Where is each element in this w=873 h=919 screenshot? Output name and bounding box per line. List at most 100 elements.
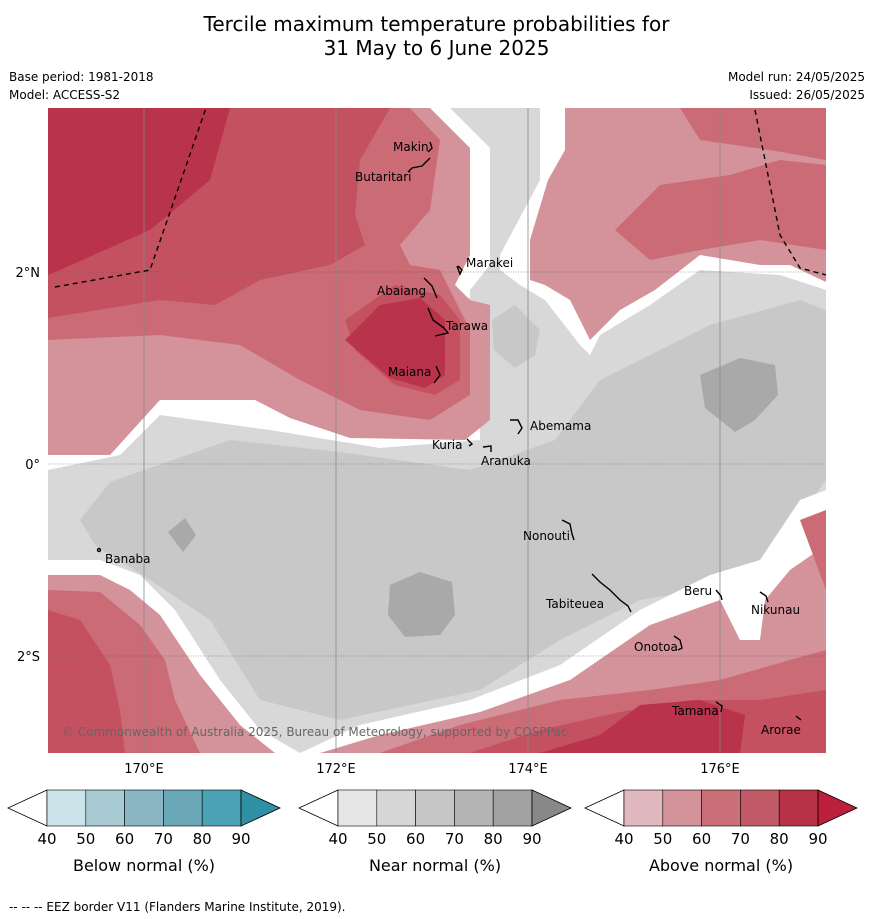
colorbar-segment [701, 789, 741, 827]
eez-footnote: -- -- -- EEZ border V11 (Flanders Marine… [9, 900, 346, 914]
colorbar-segment [124, 789, 164, 827]
label-nikunau: Nikunau [751, 603, 800, 617]
colorbar-segment [337, 789, 378, 827]
lon-label-172e: 172°E [316, 762, 356, 777]
colorbar-extend-low [7, 789, 48, 827]
lon-label-170e: 170°E [124, 762, 164, 777]
island-nikunau [759, 591, 769, 603]
label-beru: Beru [684, 584, 712, 598]
near-normal-zone-60-south [388, 572, 455, 637]
colorbar-near-normal: Near normal (%) 40 50 60 70 80 90 [298, 789, 572, 875]
near-normal-zone-60-west [168, 518, 196, 552]
lat-label-2s: 2°S [17, 650, 40, 665]
colorbar-segment [46, 789, 87, 827]
meta-left: Base period: 1981-2018 Model: ACCESS-S2 [9, 68, 154, 104]
map-plot-area: Makin Butaritari Marakei Abaiang Tarawa … [48, 108, 826, 753]
colorbar-extend-low [298, 789, 339, 827]
colorbar-tick-label: 60 [406, 830, 425, 848]
island-tamana [715, 701, 723, 713]
colorbar-tick-label: 50 [653, 830, 672, 848]
label-abemama: Abemama [530, 419, 591, 433]
colorbar-tick-label: 40 [37, 830, 56, 848]
model-name: Model: ACCESS-S2 [9, 88, 121, 102]
island-marakei [456, 265, 463, 276]
meta-right: Model run: 24/05/2025 Issued: 26/05/2025 [728, 68, 865, 104]
island-beru [715, 589, 723, 601]
colorbar-segment [662, 789, 702, 827]
eez-border [54, 108, 826, 288]
label-butaritari: Butaritari [355, 170, 412, 184]
above-normal-zone-80-se [540, 700, 745, 753]
colorbar-extend-high [240, 789, 281, 827]
near-normal-zone-50 [80, 300, 826, 720]
island-arorae [795, 715, 802, 721]
label-abaiang: Abaiang [377, 284, 426, 298]
label-banaba: Banaba [105, 552, 151, 566]
copyright-notice: © Commonwealth of Australia 2025, Bureau… [62, 725, 567, 739]
island-butaritari [407, 157, 431, 173]
colorbar-tick-label: 80 [770, 830, 789, 848]
island-maiana [433, 365, 441, 384]
label-tamana: Tamana [671, 704, 719, 718]
colorbar-segment [201, 789, 242, 827]
colorbar-tick-label: 50 [367, 830, 386, 848]
colorbar-tick-label: 90 [808, 830, 827, 848]
island-banaba [96, 547, 102, 553]
lon-label-176e: 176°E [700, 762, 740, 777]
label-maiana: Maiana [388, 365, 431, 379]
label-aranuka: Aranuka [481, 454, 531, 468]
island-tarawa [427, 307, 450, 337]
colorbar-segment [415, 789, 455, 827]
title-line-1: Tercile maximum temperature probabilitie… [203, 12, 670, 36]
colorbar-tick-label: 90 [231, 830, 250, 848]
map-title: Tercile maximum temperature probabilitie… [0, 12, 873, 60]
label-makin: Makin [393, 140, 429, 154]
lat-label-0: 0° [25, 458, 40, 473]
colorbar-segment [740, 789, 780, 827]
colorbar-label-above: Above normal (%) [649, 856, 793, 875]
island-tabiteuea [591, 573, 632, 613]
title-line-2: 31 May to 6 June 2025 [323, 36, 550, 60]
label-tabiteuea: Tabiteuea [545, 597, 604, 611]
colorbar-extend-low [584, 789, 625, 827]
label-tarawa: Tarawa [445, 319, 488, 333]
colorbar-label-below: Below normal (%) [73, 856, 215, 875]
longitude-labels: 170°E 172°E 174°E 176°E [124, 762, 740, 777]
graticule [48, 271, 826, 657]
label-kuria: Kuria [432, 438, 463, 452]
colorbar-segment [85, 789, 125, 827]
colorbar-extend-high [817, 789, 858, 827]
colorbar-tick-label: 40 [328, 830, 347, 848]
lon-label-174e: 174°E [508, 762, 548, 777]
colorbar-tick-label: 80 [484, 830, 503, 848]
colorbar-segment [454, 789, 494, 827]
above-normal-zone-80-tarawa [345, 298, 445, 388]
island-abaiang [423, 277, 438, 299]
place-labels: Makin Butaritari Marakei Abaiang Tarawa … [105, 140, 801, 737]
colorbar-tick-label: 80 [193, 830, 212, 848]
colorbar-tick-label: 50 [76, 830, 95, 848]
colorbar-label-near: Near normal (%) [369, 856, 501, 875]
above-normal-zone-70-sw [48, 610, 125, 753]
model-run: Model run: 24/05/2025 [727, 70, 865, 84]
label-onotoa: Onotoa [634, 640, 678, 654]
label-marakei: Marakei [466, 256, 513, 270]
islands [96, 141, 802, 721]
near-normal-zone-60-east [700, 358, 778, 432]
colorbar-tick-label: 70 [731, 830, 750, 848]
base-period: Base period: 1981-2018 [9, 70, 154, 84]
above-normal-zone-60-ne [615, 160, 826, 260]
above-normal-zone-60-se-edge [800, 510, 826, 590]
issued-date: Issued: 26/05/2025 [749, 88, 865, 102]
colorbar-tick-label: 40 [614, 830, 633, 848]
colorbar-below-normal: Below normal (%) 40 50 60 70 80 90 [7, 789, 281, 875]
colorbar-tick-label: 90 [522, 830, 541, 848]
island-onotoa [673, 635, 683, 651]
colorbar-above-normal: Above normal (%) 40 50 60 70 80 90 [584, 789, 858, 875]
colorbar-tick-label: 70 [154, 830, 173, 848]
label-nonouti: Nonouti [523, 529, 570, 543]
colorbar-tick-label: 60 [692, 830, 711, 848]
lat-label-2n: 2°N [16, 266, 41, 281]
colorbar-segment [376, 789, 416, 827]
